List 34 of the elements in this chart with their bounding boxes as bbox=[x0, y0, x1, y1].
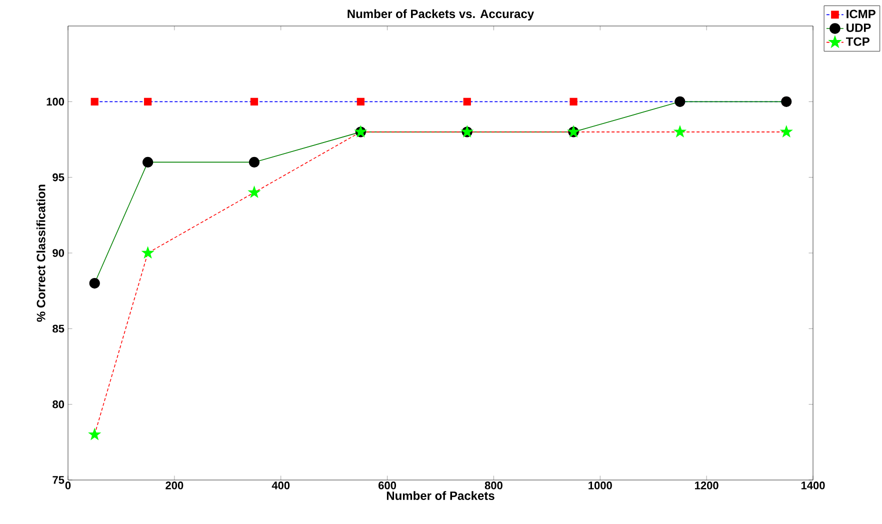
point bbox=[463, 98, 471, 106]
x-tick-label: 1400 bbox=[801, 482, 825, 490]
x-tick-label: 600 bbox=[378, 482, 396, 490]
legend-label: ICMP bbox=[846, 10, 876, 18]
point bbox=[250, 98, 258, 106]
point bbox=[248, 156, 260, 168]
y-tick-label: 95 bbox=[52, 173, 64, 182]
x-tick-label: 400 bbox=[272, 482, 290, 490]
point bbox=[142, 246, 154, 258]
x-tick-label: 800 bbox=[484, 482, 502, 490]
point bbox=[90, 98, 98, 106]
x-tick-label: 1200 bbox=[695, 482, 718, 490]
chart-title: Number of Packets vs. Accuracy bbox=[348, 9, 534, 20]
point bbox=[780, 126, 792, 138]
y-axis-title: % Correct Classification bbox=[36, 184, 46, 322]
point bbox=[674, 126, 686, 138]
point bbox=[142, 156, 154, 168]
point bbox=[89, 278, 100, 289]
point bbox=[570, 98, 578, 106]
point bbox=[88, 428, 101, 440]
legend-label: TCP bbox=[846, 37, 870, 46]
x-tick-label: 1000 bbox=[588, 482, 612, 490]
y-tick-label: 100 bbox=[46, 98, 64, 106]
y-tick-label: 85 bbox=[52, 324, 64, 333]
legend-label: UDP bbox=[846, 24, 871, 32]
y-tick-label: 80 bbox=[52, 400, 64, 408]
point bbox=[144, 98, 152, 106]
x-axis-title: Number of Packets bbox=[386, 491, 494, 500]
point bbox=[356, 98, 364, 106]
y-tick-label: 90 bbox=[52, 249, 64, 257]
x-tick-label: 0 bbox=[65, 482, 71, 490]
point bbox=[248, 186, 260, 198]
x-tick-label: 200 bbox=[166, 482, 184, 490]
y-tick-label: 75 bbox=[52, 476, 64, 484]
